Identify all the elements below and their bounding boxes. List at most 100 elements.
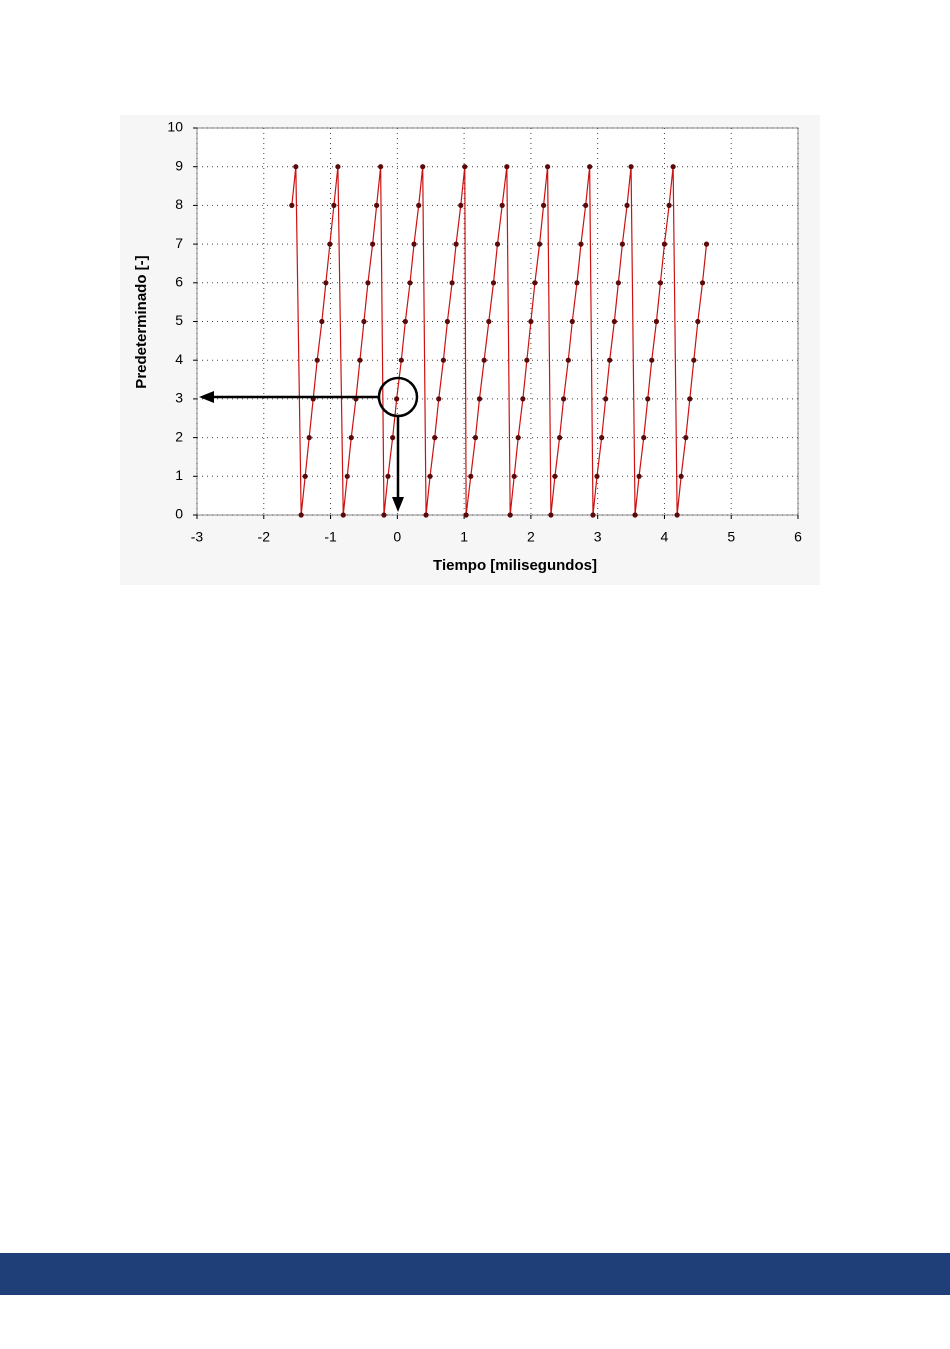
data-point — [486, 318, 492, 325]
data-point — [348, 435, 354, 441]
data-point — [548, 512, 554, 518]
y-tick-label: 9 — [175, 157, 183, 173]
data-point — [524, 357, 530, 363]
data-point — [458, 202, 464, 208]
y-tick-label: 0 — [175, 506, 183, 522]
data-point — [532, 280, 538, 286]
data-point — [603, 396, 609, 402]
data-point — [645, 396, 651, 402]
data-line — [291, 166, 708, 516]
data-point — [481, 357, 487, 363]
arrow-head — [199, 391, 214, 403]
data-point — [416, 202, 422, 208]
data-point — [381, 512, 387, 518]
data-point — [378, 164, 384, 170]
data-point — [463, 512, 469, 518]
data-point — [340, 512, 346, 518]
data-point — [331, 202, 337, 208]
x-tick-label: 6 — [794, 529, 802, 545]
data-point — [583, 202, 589, 208]
y-tick-label: 8 — [175, 196, 183, 212]
data-point — [293, 164, 299, 170]
data-point — [628, 164, 634, 170]
data-point — [536, 241, 543, 247]
data-point — [472, 435, 479, 441]
footer-band — [0, 1253, 950, 1295]
y-tick-label: 5 — [175, 312, 183, 328]
data-point — [691, 357, 697, 363]
y-tick-label: 2 — [175, 428, 183, 444]
data-point — [683, 435, 689, 441]
y-tick-label: 6 — [175, 274, 183, 290]
data-point — [607, 357, 613, 363]
data-point — [544, 164, 551, 170]
y-tick-label: 1 — [175, 467, 183, 483]
data-point — [476, 396, 483, 402]
data-point — [494, 241, 501, 247]
data-point — [687, 396, 693, 402]
data-point — [436, 396, 442, 402]
data-point — [462, 164, 468, 170]
y-tick-label: 4 — [175, 351, 183, 367]
data-point — [407, 280, 413, 286]
data-point — [390, 435, 396, 441]
data-point — [490, 280, 497, 286]
data-point — [314, 357, 320, 363]
plot: 0 1 2 3 4 5 6 7 8 9 10 -3 -2 -1 0 1 2 3 4 5 6 — [167, 119, 802, 545]
data-point — [557, 435, 563, 441]
data-point — [515, 435, 521, 441]
data-point — [357, 357, 363, 363]
data-point — [511, 473, 517, 479]
data-point — [636, 473, 642, 479]
x-tick-label: 0 — [393, 529, 401, 545]
x-tick-label: 1 — [460, 529, 468, 545]
data-point — [590, 512, 596, 518]
data-point — [499, 202, 505, 208]
data-point — [624, 202, 630, 208]
data-point — [468, 473, 474, 479]
data-point — [561, 396, 567, 402]
data-point — [319, 318, 325, 325]
data-point — [370, 241, 376, 247]
data-point — [666, 202, 672, 208]
data-point — [298, 512, 304, 518]
data-point — [540, 202, 547, 208]
y-tick-label: 10 — [167, 119, 183, 135]
x-tick-label: 2 — [527, 529, 535, 545]
data-point — [674, 512, 680, 518]
x-tick-label: -3 — [191, 529, 204, 545]
data-point — [619, 241, 625, 247]
x-axis-title: Tiempo [milisegundos] — [433, 557, 597, 574]
data-point — [344, 473, 350, 479]
data-point — [507, 512, 513, 518]
data-point — [402, 318, 408, 325]
data-point — [394, 396, 400, 402]
data-point — [323, 280, 329, 286]
data-point — [641, 435, 647, 441]
data-point — [649, 357, 655, 363]
x-tick-label: -2 — [258, 529, 271, 545]
data-point — [594, 473, 600, 479]
x-tick-label: 3 — [594, 529, 602, 545]
data-point — [695, 318, 701, 325]
data-point — [599, 435, 605, 441]
data-point — [289, 202, 295, 208]
data-point — [520, 396, 526, 402]
data-point — [661, 241, 668, 247]
data-point — [699, 280, 706, 286]
data-point — [398, 357, 404, 363]
y-tick-label: 7 — [175, 235, 183, 251]
arrow-head — [392, 497, 404, 512]
data-point — [569, 318, 575, 325]
data-point — [587, 164, 593, 170]
data-point — [327, 241, 333, 247]
data-point — [574, 280, 580, 286]
data-point — [374, 202, 380, 208]
data-point — [578, 241, 584, 247]
data-point — [411, 241, 417, 247]
data-point — [302, 473, 308, 479]
data-point — [453, 241, 459, 247]
y-axis-title: Predeterminado [-] — [133, 255, 150, 388]
data-point — [703, 241, 710, 247]
